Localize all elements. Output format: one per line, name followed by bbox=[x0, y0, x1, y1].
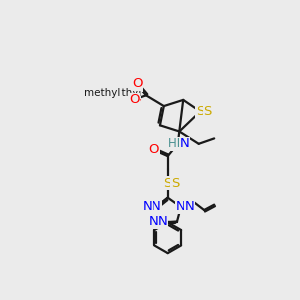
Text: N: N bbox=[185, 200, 194, 213]
Text: N: N bbox=[176, 200, 186, 213]
Text: S: S bbox=[171, 177, 179, 190]
Text: methyl: methyl bbox=[89, 88, 121, 98]
Text: S: S bbox=[164, 177, 172, 190]
Text: H: H bbox=[167, 137, 176, 150]
Text: N: N bbox=[142, 200, 152, 213]
Text: N: N bbox=[151, 200, 161, 213]
Text: O: O bbox=[131, 78, 142, 91]
Text: HN: HN bbox=[169, 137, 187, 150]
Text: N: N bbox=[149, 215, 158, 228]
Text: N: N bbox=[179, 137, 189, 150]
Text: O: O bbox=[129, 93, 140, 106]
Text: S: S bbox=[203, 105, 212, 118]
Text: methyl: methyl bbox=[84, 88, 120, 98]
Text: N: N bbox=[158, 215, 167, 228]
Text: O: O bbox=[148, 143, 159, 157]
Text: methyl: methyl bbox=[105, 88, 141, 98]
Text: O: O bbox=[148, 143, 159, 157]
Text: O: O bbox=[132, 77, 143, 90]
Text: O: O bbox=[130, 93, 140, 106]
Text: S: S bbox=[196, 105, 204, 118]
